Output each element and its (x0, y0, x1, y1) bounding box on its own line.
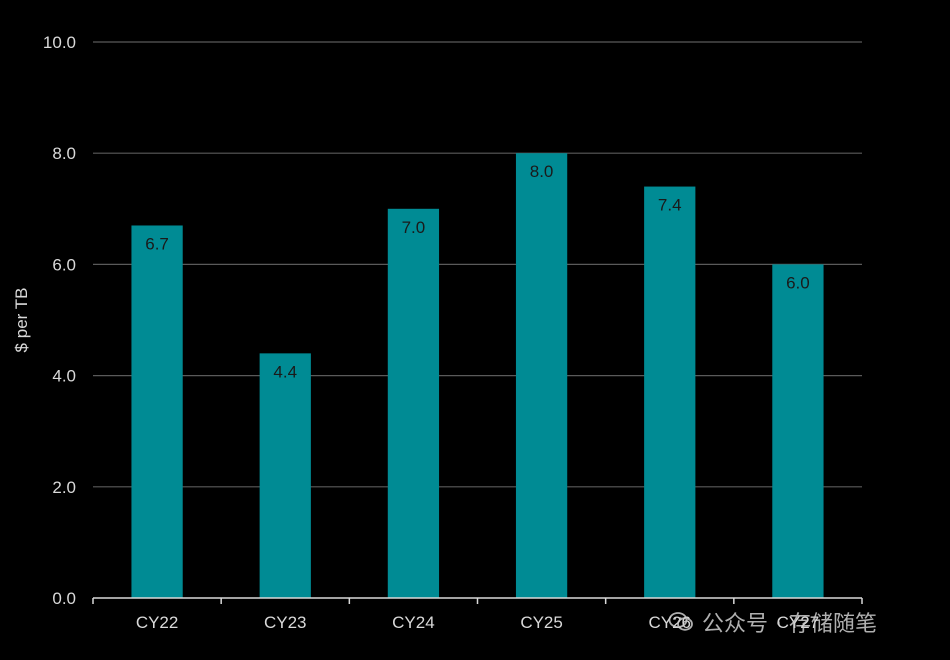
data-label: 6.7 (145, 234, 169, 253)
y-axis-ticks: 0.0 2.0 4.0 6.0 8.0 10.0 (43, 33, 76, 608)
x-axis-ticks: CY22 CY23 CY24 CY25 CY26 CY27 (136, 613, 819, 632)
data-label: 7.0 (402, 218, 426, 237)
data-label: 4.4 (273, 362, 297, 381)
y-axis-title: $ per TB (12, 288, 31, 353)
y-tick-label: 8.0 (52, 144, 76, 163)
bar (515, 153, 568, 598)
x-tick-label: CY22 (136, 613, 179, 632)
bar (259, 353, 311, 598)
y-tick-label: 2.0 (52, 478, 76, 497)
gridlines (93, 41, 862, 488)
data-label: 8.0 (530, 162, 554, 181)
x-tick-label: CY27 (777, 613, 820, 632)
data-label: 6.0 (786, 273, 810, 292)
bar (131, 225, 183, 599)
data-label: 7.4 (658, 196, 682, 215)
x-tick-label: CY25 (520, 613, 563, 632)
bar (772, 264, 824, 598)
y-tick-label: 4.0 (52, 367, 76, 386)
bars: 6.7 4.4 7.0 8.0 7.4 6.0 (131, 153, 824, 599)
watermark-text: 公众号 · 存储随笔 (702, 612, 877, 637)
bar (644, 186, 696, 598)
watermark: 公众号 · 存储随笔 (668, 606, 877, 638)
wechat-icon (668, 612, 693, 631)
y-tick-label: 0.0 (52, 589, 76, 608)
x-tick-label: CY24 (392, 613, 435, 632)
x-tick-label: CY23 (264, 613, 307, 632)
bar (387, 208, 440, 599)
y-tick-label: 6.0 (52, 255, 76, 274)
y-tick-label: 10.0 (43, 33, 76, 52)
x-axis (92, 597, 863, 604)
